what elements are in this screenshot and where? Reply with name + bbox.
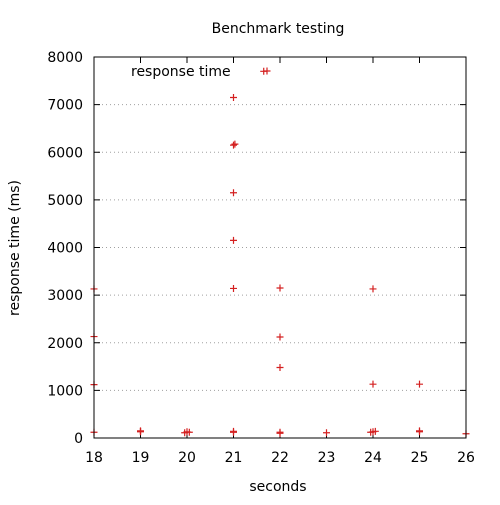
y-tick-label: 0 <box>74 431 83 447</box>
data-point <box>230 93 237 101</box>
chart-title: Benchmark testing <box>212 21 345 37</box>
data-point <box>276 364 284 372</box>
x-tick-label: 20 <box>178 450 196 466</box>
legend-label: response time <box>131 64 231 80</box>
data-point <box>137 427 144 435</box>
y-tick-label: 8000 <box>47 50 83 66</box>
data-point <box>230 427 237 435</box>
y-tick-label: 7000 <box>47 98 83 114</box>
grid-layer <box>94 104 466 391</box>
data-point <box>276 333 284 341</box>
x-tick-label: 24 <box>364 450 382 466</box>
data-point <box>230 284 237 292</box>
data-point <box>369 285 377 293</box>
data-point <box>230 236 237 244</box>
x-tick-label: 25 <box>411 450 429 466</box>
marks-layer <box>90 67 470 438</box>
y-tick-label: 1000 <box>47 383 83 399</box>
data-point <box>230 189 237 197</box>
x-tick-label: 21 <box>225 450 243 466</box>
data-point <box>276 428 284 436</box>
x-axis-label: seconds <box>249 479 306 495</box>
x-tick-label: 23 <box>318 450 336 466</box>
data-point <box>371 427 379 435</box>
legend: response time <box>131 64 271 80</box>
x-tick-label: 22 <box>271 450 289 466</box>
data-point <box>416 380 423 388</box>
plot-frame <box>93 56 467 439</box>
x-tick-label: 26 <box>457 450 475 466</box>
x-tick-label: 19 <box>132 450 150 466</box>
data-point <box>230 141 237 149</box>
data-point <box>369 380 377 388</box>
tick-layer: 0 1000 2000 3000 4000 5000 6000 7000 8000 18 19 20 2… <box>47 50 475 466</box>
data-point <box>185 428 193 436</box>
legend-marker <box>263 67 271 75</box>
y-tick-label: 6000 <box>47 145 83 161</box>
data-point <box>231 140 239 148</box>
data-point <box>323 429 330 437</box>
data-point <box>276 284 284 292</box>
y-tick-label: 3000 <box>47 288 83 304</box>
y-tick-label: 4000 <box>47 241 83 257</box>
y-tick-label: 5000 <box>47 193 83 209</box>
y-tick-label: 2000 <box>47 336 83 352</box>
y-axis-label: response time (ms) <box>7 180 23 316</box>
data-point <box>416 427 423 435</box>
x-tick-label: 18 <box>85 450 103 466</box>
